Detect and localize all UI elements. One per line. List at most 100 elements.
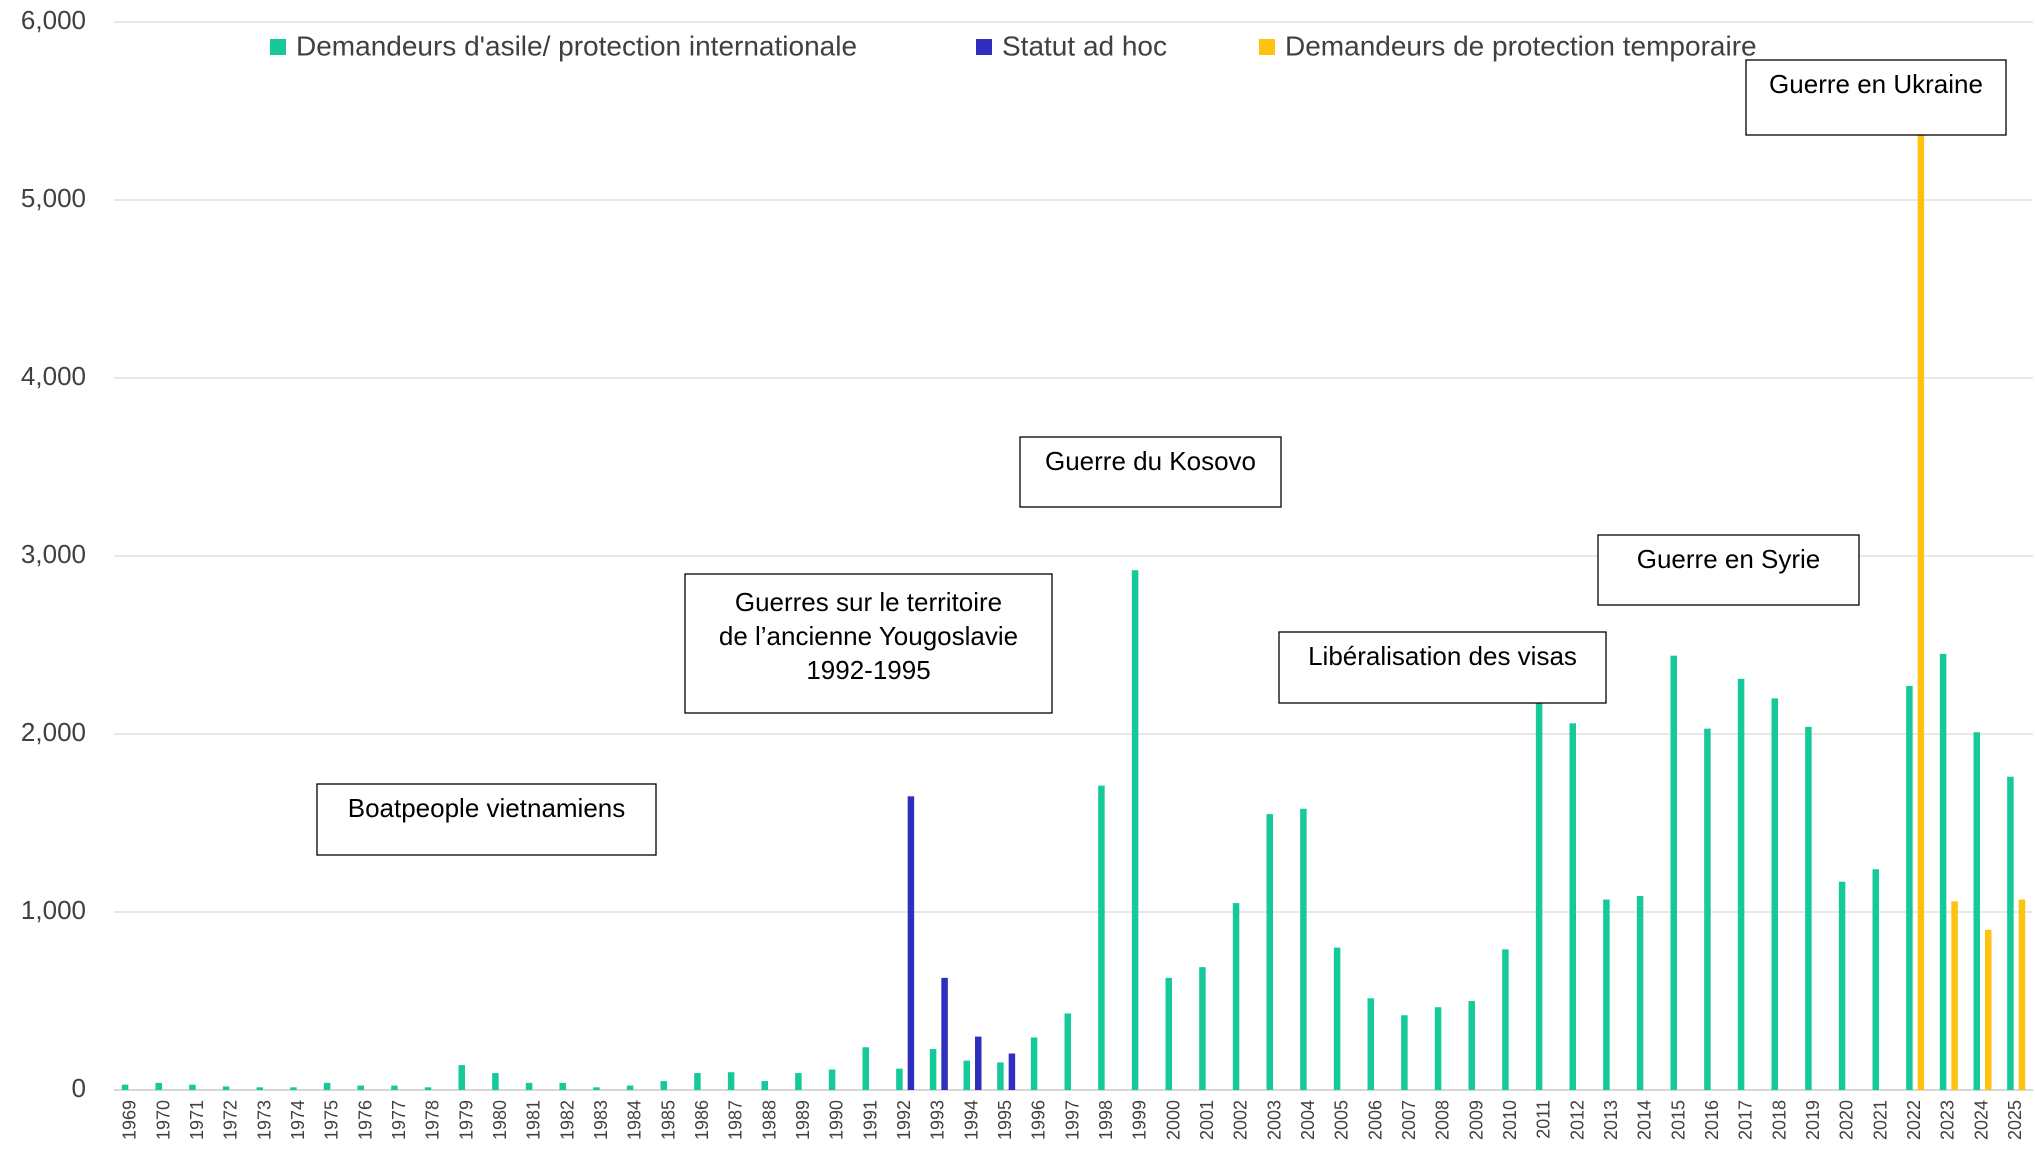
bar <box>222 1086 230 1090</box>
bar <box>1434 1007 1442 1090</box>
annotation-text: Libéralisation des visas <box>1308 641 1577 671</box>
x-tick-label: 2018 <box>1769 1100 1789 1140</box>
x-tick-label: 1973 <box>254 1100 274 1140</box>
bar <box>1098 785 1105 1090</box>
x-tick-label: 2016 <box>1702 1100 1722 1140</box>
x-tick-label: 2004 <box>1298 1100 1318 1140</box>
bar <box>1535 698 1543 1090</box>
x-tick-label: 1985 <box>658 1100 678 1140</box>
x-tick-label: 1999 <box>1130 1100 1150 1140</box>
legend-swatch <box>1259 39 1275 55</box>
bar <box>121 1084 129 1090</box>
x-tick-label: 1972 <box>221 1100 241 1140</box>
x-tick-label: 1976 <box>355 1100 375 1140</box>
bar <box>357 1085 364 1090</box>
x-tick-label: 2002 <box>1231 1100 1251 1140</box>
bar <box>941 977 948 1090</box>
bar <box>907 796 915 1090</box>
bar <box>1603 899 1610 1090</box>
legend-swatch <box>270 39 286 55</box>
x-tick-label: 2021 <box>1870 1100 1890 1140</box>
x-tick-label: 1990 <box>827 1100 847 1140</box>
bar <box>929 1049 937 1090</box>
bar <box>1199 967 1206 1090</box>
bar <box>975 1036 982 1090</box>
x-tick-label: 1986 <box>692 1100 712 1140</box>
x-tick-label: 1996 <box>1029 1100 1049 1140</box>
bar <box>593 1087 600 1090</box>
x-tick-label: 2014 <box>1635 1100 1655 1140</box>
bar <box>2018 899 2026 1090</box>
y-tick-label: 3,000 <box>21 539 86 569</box>
bar <box>1737 678 1745 1090</box>
legend-label: Demandeurs d'asile/ protection internati… <box>296 30 857 61</box>
x-tick-label: 1995 <box>995 1100 1015 1140</box>
x-tick-label: 1998 <box>1096 1100 1116 1140</box>
annotation-text: Guerre en Ukraine <box>1769 69 1983 99</box>
bar <box>1165 977 1172 1090</box>
y-tick-label: 4,000 <box>21 361 86 391</box>
x-tick-label: 1993 <box>928 1100 948 1140</box>
x-tick-label: 2009 <box>1466 1100 1486 1140</box>
x-tick-label: 2003 <box>1264 1100 1284 1140</box>
bar <box>1838 881 1846 1090</box>
bar <box>828 1069 836 1090</box>
x-tick-label: 2006 <box>1365 1100 1385 1140</box>
bar <box>1300 808 1307 1090</box>
bar <box>997 1062 1004 1090</box>
x-tick-label: 2020 <box>1837 1100 1857 1140</box>
bar <box>1266 814 1273 1090</box>
x-tick-label: 2013 <box>1601 1100 1621 1140</box>
bar <box>1008 1053 1016 1090</box>
bar <box>256 1087 263 1090</box>
y-tick-label: 1,000 <box>21 895 86 925</box>
x-tick-label: 2019 <box>1803 1100 1823 1140</box>
x-tick-label: 1989 <box>793 1100 813 1140</box>
bar <box>1917 128 1925 1091</box>
x-tick-label: 1991 <box>860 1100 880 1140</box>
x-tick-label: 1983 <box>591 1100 611 1140</box>
bar <box>862 1047 869 1090</box>
bar <box>1704 728 1711 1090</box>
bar <box>155 1082 162 1090</box>
bar <box>795 1073 802 1090</box>
x-tick-label: 1997 <box>1062 1100 1082 1140</box>
bar <box>458 1065 465 1090</box>
annotation-text: Guerre du Kosovo <box>1045 446 1256 476</box>
annotation-text: Boatpeople vietnamiens <box>348 793 626 823</box>
x-tick-label: 1969 <box>120 1100 140 1140</box>
bar <box>1985 929 1992 1090</box>
y-tick-label: 5,000 <box>21 183 86 213</box>
x-tick-label: 2001 <box>1197 1100 1217 1140</box>
x-tick-label: 1987 <box>726 1100 746 1140</box>
x-tick-label: 2010 <box>1500 1100 1520 1140</box>
y-tick-label: 6,000 <box>21 5 86 35</box>
x-tick-label: 1981 <box>524 1100 544 1140</box>
bar <box>1670 655 1677 1090</box>
annotation-box <box>1019 436 1282 508</box>
bar <box>626 1085 634 1090</box>
bar <box>189 1084 196 1090</box>
x-tick-label: 2015 <box>1668 1100 1688 1140</box>
annotation-box <box>684 573 1053 714</box>
annotation-text: de l’ancienne Yougoslavie <box>719 621 1018 651</box>
x-tick-label: 1974 <box>288 1100 308 1140</box>
annotation-box <box>1745 59 2007 136</box>
x-tick-label: 1994 <box>961 1100 981 1140</box>
bar <box>1951 901 1958 1090</box>
bar <box>1872 869 1879 1090</box>
x-tick-label: 1982 <box>557 1100 577 1140</box>
bar <box>1401 1015 1408 1090</box>
bar <box>963 1060 970 1090</box>
bar <box>727 1072 735 1090</box>
x-tick-label: 2023 <box>1938 1100 1958 1140</box>
bar <box>2007 776 2014 1090</box>
bar <box>1030 1037 1038 1090</box>
bar <box>1939 653 1947 1090</box>
bar <box>660 1081 667 1090</box>
x-tick-label: 1978 <box>423 1100 443 1140</box>
y-tick-label: 2,000 <box>21 717 86 747</box>
bar <box>1367 998 1374 1090</box>
legend-label: Statut ad hoc <box>1002 30 1167 61</box>
